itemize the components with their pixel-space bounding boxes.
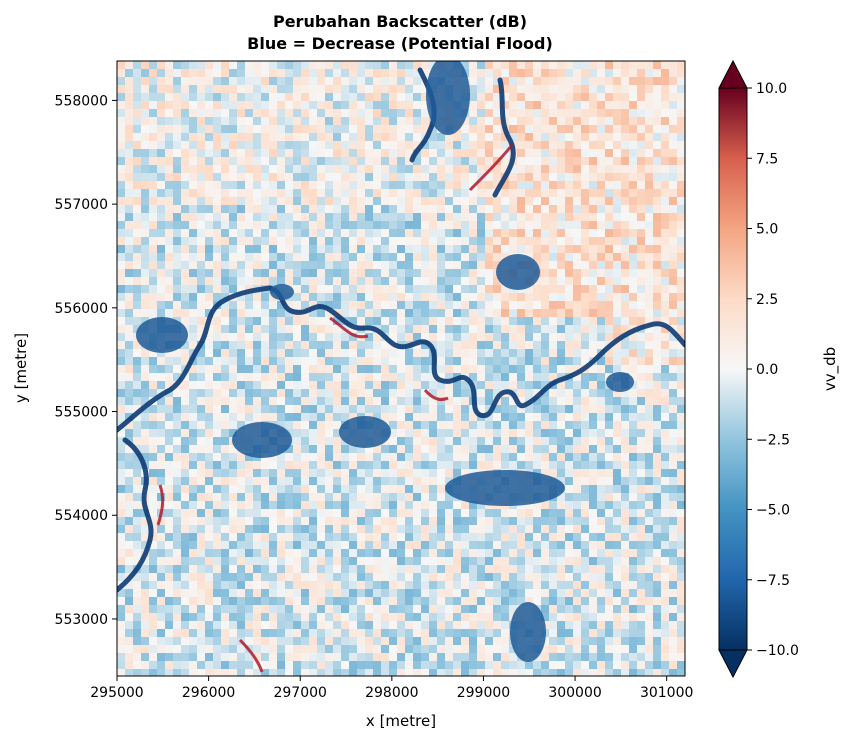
flood-patch [339, 416, 391, 448]
x-tick-label: 300000 [548, 685, 601, 701]
chart-title-line-2: Blue = Decrease (Potential Flood) [247, 34, 553, 53]
y-tick-label: 556000 [55, 301, 108, 317]
y-axis: 553000 554000 555000 556000 557000 558000 [55, 93, 117, 628]
colorbar: 10.0 7.5 5.0 2.5 0.0 −2.5 −5.0 −7.5 −10.0 vv_db [718, 59, 840, 679]
y-tick-label: 558000 [55, 93, 108, 109]
red-edge [329, 316, 369, 339]
flood-patch [232, 422, 292, 458]
colorbar-tick-label: 5.0 [756, 222, 778, 238]
plot-frame [116, 60, 686, 677]
x-axis: 295000 296000 297000 298000 299000 300000 3010… [90, 676, 693, 701]
flood-patch [510, 602, 546, 662]
x-tick-label: 296000 [182, 685, 235, 701]
colorbar-tick-label: 0.0 [756, 362, 778, 378]
flood-patch [606, 372, 634, 392]
red-edge [156, 484, 165, 526]
red-edge [238, 638, 264, 673]
colorbar-extend-min [718, 649, 748, 679]
x-tick-label: 297000 [273, 685, 326, 701]
colorbar-gradient [718, 87, 748, 651]
chart-title-line-1: Perubahan Backscatter (dB) [273, 12, 527, 31]
flood-patch [496, 254, 540, 290]
x-axis-label: x [metre] [366, 712, 436, 730]
y-tick-label: 555000 [55, 405, 108, 421]
colorbar-tick-label: −10.0 [756, 643, 799, 659]
colorbar-tick-label: −7.5 [756, 573, 790, 589]
x-tick-label: 299000 [457, 685, 510, 701]
red-edge [423, 388, 449, 402]
river-channel [117, 285, 685, 433]
heatmap-image [117, 61, 685, 676]
flood-patch [445, 470, 565, 506]
red-edge [468, 144, 514, 192]
y-tick-label: 554000 [55, 508, 108, 524]
y-tick-label: 557000 [55, 197, 108, 213]
y-axis-label: y [metre] [12, 333, 30, 403]
colorbar-label: vv_db [821, 347, 840, 391]
flood-patch [270, 284, 294, 300]
x-tick-label: 295000 [90, 685, 143, 701]
colorbar-extend-max [718, 59, 748, 89]
river-channel [492, 77, 516, 198]
colorbar-tick-label: 7.5 [756, 151, 778, 167]
y-tick-label: 553000 [55, 612, 108, 628]
flood-patch [136, 317, 188, 353]
colorbar-tick-label: 10.0 [756, 81, 787, 97]
colorbar-tick-label: 2.5 [756, 292, 778, 308]
river-channel [117, 437, 154, 593]
colorbar-tick-label: −2.5 [756, 432, 790, 448]
x-tick-label: 298000 [365, 685, 418, 701]
colorbar-tick-label: −5.0 [756, 503, 790, 519]
flood-patch [426, 61, 470, 135]
x-tick-label: 301000 [640, 685, 693, 701]
